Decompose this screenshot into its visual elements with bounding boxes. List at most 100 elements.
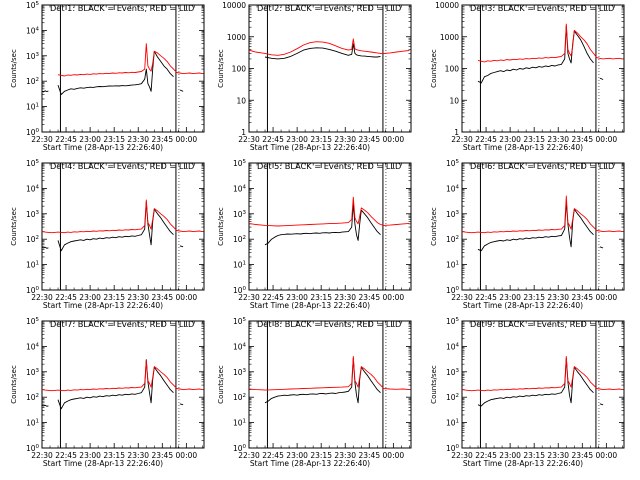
- panel-title: Det 8: BLACK = Events, RED = LLD: [257, 319, 401, 329]
- x-axis-label: Start Time (28-Apr-13 22:26:40): [250, 459, 370, 468]
- x-tick-label: 23:00: [79, 451, 101, 460]
- series-line-events: [477, 201, 594, 252]
- x-tick-label: 23:00: [286, 135, 308, 144]
- y-tick-label: 102: [446, 393, 459, 402]
- y-tick-label: 100: [233, 444, 247, 453]
- y-tick-exponent: 4: [243, 184, 247, 190]
- y-tick-exponent: 3: [36, 210, 40, 216]
- plot-frame: [248, 4, 412, 133]
- y-tick-exponent: 0: [243, 444, 247, 450]
- detector-panel-8: Det 8: BLACK = Events, RED = LLD Counts/s…: [217, 317, 412, 468]
- plot-frame: [461, 320, 625, 449]
- x-tick-label: 23:00: [499, 135, 521, 144]
- y-tick-exponent: 0: [243, 286, 247, 292]
- series-line-lld: [249, 38, 410, 56]
- detector-panel-4: Det 4: BLACK = Events, RED = LLD Counts/s…: [10, 159, 205, 310]
- series-line-lld: [462, 356, 623, 392]
- x-tick-label: 23:00: [499, 293, 521, 302]
- y-tick-label: 102: [233, 393, 246, 402]
- series-events: [264, 203, 381, 246]
- y-tick-exponent: 1: [456, 261, 460, 267]
- x-tick-label: 23:00: [79, 135, 101, 144]
- x-axis-label: Start Time (28-Apr-13 22:26:40): [43, 301, 163, 310]
- series-line-events: [179, 403, 184, 406]
- y-tick-label: 100: [446, 286, 460, 295]
- y-tick-label: 102: [233, 235, 246, 244]
- detector-panel-7: Det 7: BLACK = Events, RED = LLD Counts/s…: [10, 317, 205, 468]
- detector-panel-6: Det 6: BLACK = Events, RED = LLD Counts/s…: [430, 159, 625, 310]
- y-axis-label: Counts/sec: [430, 207, 438, 246]
- y-tick-exponent: 2: [243, 235, 247, 241]
- y-tick-label: 104: [26, 342, 40, 351]
- series-line-events: [477, 25, 594, 84]
- detector-panel-1: Det 1: BLACK = Events, RED = LLD Counts/s…: [10, 1, 205, 152]
- y-tick-exponent: 2: [36, 77, 40, 83]
- plot-frame: [461, 162, 625, 291]
- x-tick-label: 23:15: [103, 135, 125, 144]
- y-tick-label: 1: [454, 128, 459, 137]
- series-line-events: [57, 201, 174, 252]
- y-axis-label: Counts/sec: [10, 49, 18, 88]
- series-line-events: [57, 359, 174, 410]
- x-tick-label: 23:30: [127, 293, 149, 302]
- x-tick-label: 23:30: [127, 451, 149, 460]
- x-tick-label: 23:45: [571, 451, 593, 460]
- x-tick-label: 23:00: [499, 451, 521, 460]
- series-lld: [42, 199, 203, 234]
- x-axis-label: Start Time (28-Apr-13 22:26:40): [250, 301, 370, 310]
- x-tick-label: 23:15: [310, 135, 332, 144]
- y-tick-label: 103: [446, 368, 460, 377]
- y-tick-exponent: 0: [36, 444, 40, 450]
- y-tick-label: 101: [233, 419, 246, 428]
- x-tick-label: 22:30: [238, 451, 260, 460]
- x-tick-label: 23:30: [547, 293, 569, 302]
- x-tick-label: 23:45: [571, 135, 593, 144]
- x-tick-label: 23:15: [103, 451, 125, 460]
- series-events: [477, 25, 604, 84]
- x-tick-label: 23:15: [523, 451, 545, 460]
- series-line-events: [264, 357, 381, 404]
- x-tick-label: 23:15: [103, 293, 125, 302]
- series-events: [477, 357, 604, 407]
- plot-frame: [248, 320, 412, 449]
- y-tick-exponent: 4: [36, 26, 40, 32]
- series-line-events: [599, 246, 604, 249]
- series-lld: [477, 23, 623, 63]
- x-tick-label: 00:00: [596, 293, 618, 302]
- series-lld: [462, 195, 623, 234]
- x-tick-label: 22:45: [55, 135, 77, 144]
- y-tick-exponent: 3: [36, 52, 40, 58]
- plot-frame: [41, 162, 205, 291]
- y-tick-exponent: 1: [36, 103, 40, 109]
- y-tick-label: 10: [236, 96, 246, 105]
- x-tick-label: 23:15: [523, 135, 545, 144]
- y-tick-exponent: 1: [36, 419, 40, 425]
- y-tick-exponent: 3: [243, 210, 247, 216]
- y-tick-exponent: 2: [243, 393, 247, 399]
- panel-title: Det 3: BLACK = Events, RED = LLD: [470, 3, 614, 13]
- series-line-events: [264, 203, 381, 246]
- x-tick-label: 22:30: [238, 135, 260, 144]
- x-tick-label: 23:15: [523, 293, 545, 302]
- y-tick-exponent: 1: [456, 419, 460, 425]
- x-tick-label: 00:00: [383, 135, 405, 144]
- plot-frame: [461, 4, 625, 133]
- y-tick-exponent: 5: [456, 159, 460, 165]
- x-tick-label: 23:00: [286, 451, 308, 460]
- y-tick-exponent: 5: [36, 159, 40, 165]
- detector-panel-9: Det 9: BLACK = Events, RED = LLD Counts/s…: [430, 317, 625, 468]
- y-tick-label: 10000: [222, 1, 246, 10]
- x-tick-label: 22:45: [262, 451, 284, 460]
- series-line-events: [179, 245, 184, 248]
- y-tick-label: 103: [233, 368, 247, 377]
- y-tick-label: 100: [26, 444, 40, 453]
- y-tick-exponent: 2: [456, 235, 460, 241]
- y-tick-exponent: 2: [36, 393, 40, 399]
- y-tick-exponent: 4: [243, 342, 247, 348]
- y-tick-exponent: 5: [36, 1, 40, 7]
- x-tick-label: 23:45: [358, 135, 380, 144]
- x-tick-label: 23:30: [547, 451, 569, 460]
- y-tick-label: 105: [26, 159, 40, 168]
- y-tick-label: 100: [26, 128, 40, 137]
- x-tick-label: 23:45: [571, 293, 593, 302]
